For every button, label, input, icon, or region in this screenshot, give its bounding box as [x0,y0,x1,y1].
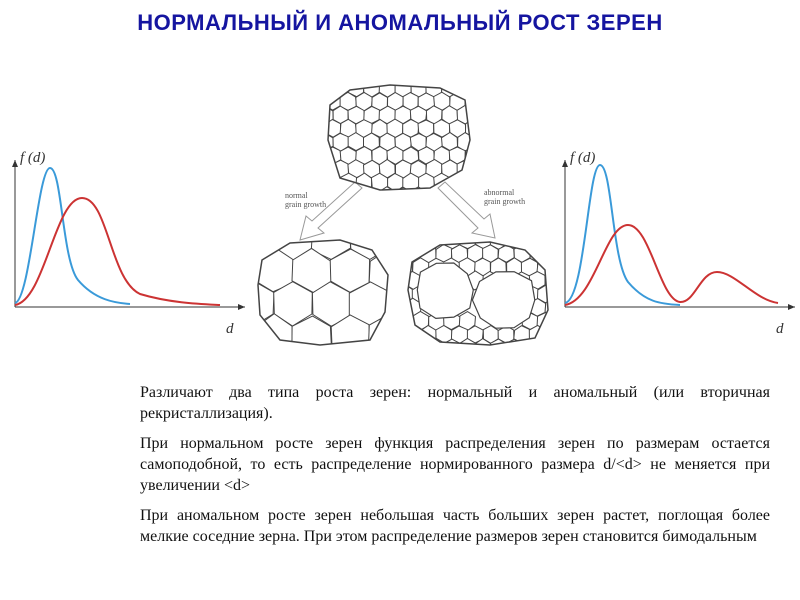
grain [328,172,342,190]
normal-curve [564,163,681,306]
grain [553,232,569,249]
grain [473,160,489,177]
label: abnormal [484,188,515,197]
distribution-curve [14,196,221,306]
grain [553,285,569,303]
grain [427,337,446,345]
large-grain [471,271,536,329]
grain [473,106,489,124]
grain [425,186,443,190]
grain [258,240,276,262]
body-text: Различают два типа роста зерен: нормальн… [140,382,770,556]
grain-outline [257,239,389,346]
grain [473,79,489,97]
y-axis-label: f (d) [20,150,45,166]
grain [544,271,548,291]
grain [417,146,436,165]
grain [464,91,470,111]
grain [386,240,388,262]
grain [521,338,538,345]
arrow [437,181,496,239]
grain [408,242,414,250]
grain [412,242,429,250]
grain [553,313,569,331]
paragraph: Различают два типа роста зерен: нормальн… [140,384,770,422]
grain [553,258,569,277]
x-axis-label: d [776,321,784,337]
paragraph: При аномальном росте зерен небольшая час… [140,507,770,545]
normal-curve [14,166,131,305]
left-plot: f (d) d [12,150,245,337]
label: normal [285,191,308,200]
grain [408,338,414,345]
grain [328,85,334,98]
grain-outline [327,84,471,191]
label: grain growth [484,197,525,206]
grain [544,244,548,263]
grain-diagram: normal grain growth abnormal grain growt… [257,79,570,357]
arrow [299,181,363,241]
paragraph: При нормальном росте зерен функция распр… [140,435,770,494]
grain [328,159,334,179]
grain [409,186,428,190]
grain [456,85,470,98]
grain [291,315,332,345]
grain [536,242,548,250]
grain [473,133,489,150]
grain [536,337,548,345]
x-axis-label: d [226,321,234,337]
grain [544,297,548,318]
grain [411,338,430,345]
y-axis-label: f (d) [570,150,595,166]
right-plot: f (d) d [562,150,795,337]
grain [408,311,414,331]
grain [394,186,412,190]
grain [544,325,548,344]
label: grain growth [285,200,326,209]
grain-outline [407,241,549,346]
bimodal-curve [564,223,779,306]
grain [456,159,470,180]
title: НОРМАЛЬНЫЙ И АНОМАЛЬНЫЙ РОСТ ЗЕРЕН [137,10,663,35]
grain [553,339,570,357]
grain [464,173,470,190]
grain-cluster [328,79,489,190]
large-grain [416,262,474,320]
grain [521,242,539,250]
